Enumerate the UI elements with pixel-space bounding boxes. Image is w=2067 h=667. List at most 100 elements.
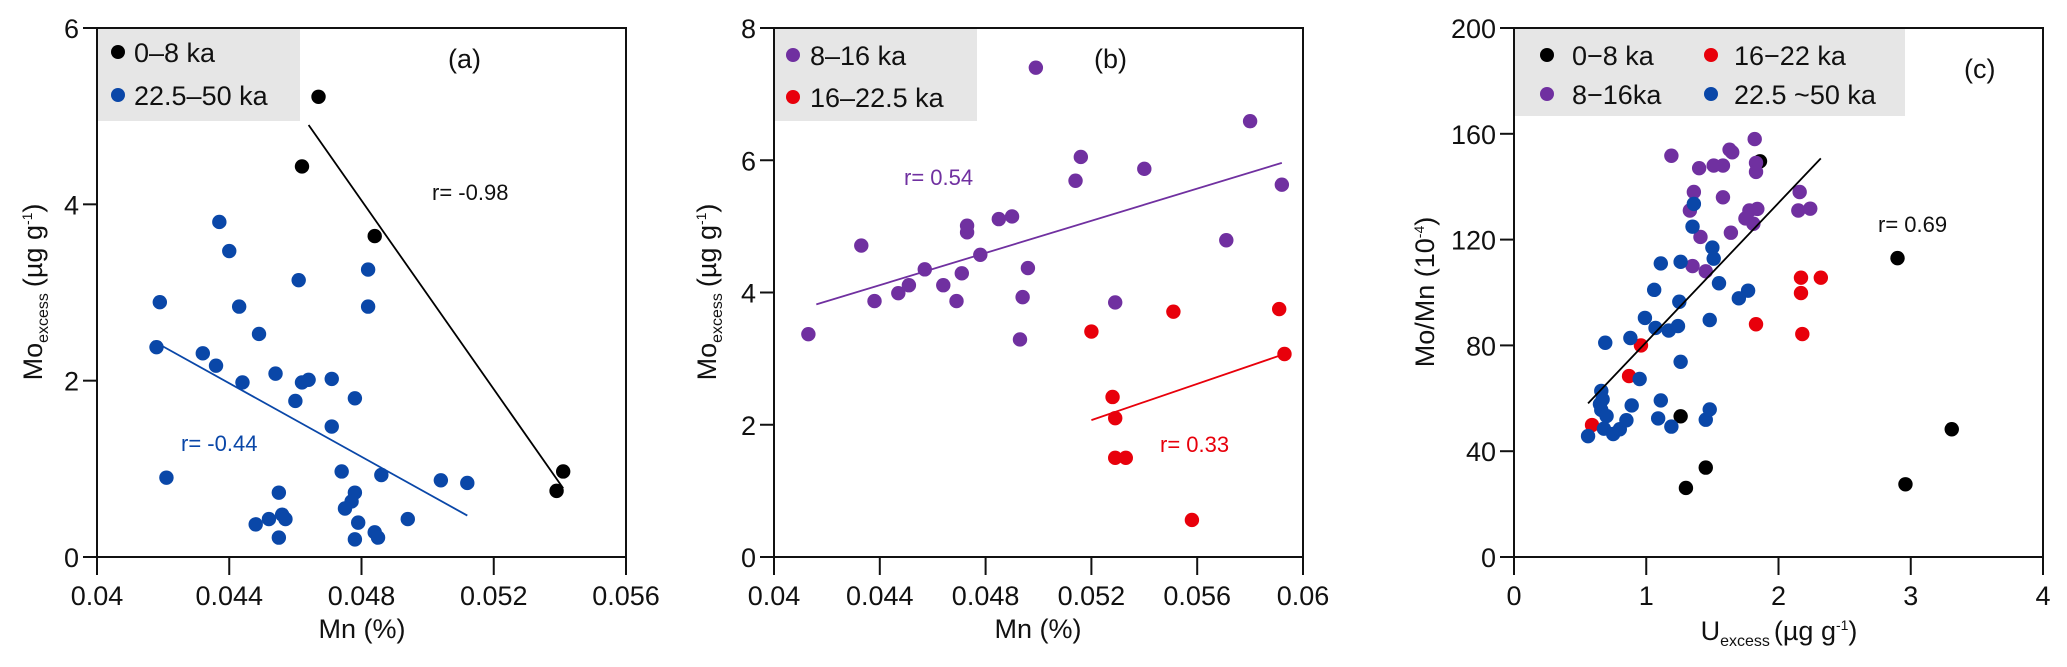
- x-tick-label: 0.04: [748, 581, 801, 611]
- data-point-purple: [1028, 60, 1044, 75]
- data-point-blue: [149, 339, 164, 355]
- y-tick-label: 4: [741, 279, 756, 309]
- data-point-red: [1118, 450, 1133, 466]
- data-point-blue: [271, 530, 287, 545]
- data-point-blue: [347, 391, 363, 406]
- data-point-purple: [1015, 289, 1030, 305]
- y-tick-label: 0: [741, 543, 756, 573]
- data-point-blue: [360, 299, 376, 314]
- fit-label-black: r= 0.69: [1878, 212, 1947, 237]
- legend-label: 0–8 ka: [134, 38, 216, 68]
- data-point-red: [1584, 417, 1600, 433]
- y-tick-label: 2: [741, 411, 756, 441]
- data-point-red: [1166, 304, 1181, 319]
- data-point-blue: [1619, 413, 1634, 428]
- data-point-blue: [460, 475, 475, 491]
- data-point-blue: [324, 371, 339, 387]
- legend-marker-blue: [1704, 87, 1718, 101]
- regression-line: [1091, 353, 1285, 421]
- data-point-blue: [433, 473, 449, 488]
- data-point-blue: [1623, 330, 1638, 346]
- data-point-blue: [278, 511, 293, 527]
- data-point-blue: [1580, 428, 1596, 444]
- x-axis-title: Mn (%): [319, 614, 406, 644]
- y-tick-label: 0: [1481, 543, 1496, 573]
- data-point-blue: [1646, 282, 1662, 298]
- data-point-red: [1633, 338, 1649, 353]
- data-point-blue: [337, 501, 353, 516]
- data-point-blue: [1702, 312, 1717, 328]
- data-point-purple: [1664, 148, 1679, 163]
- x-axis-title: Uexcess (µg g-1): [1701, 616, 1858, 650]
- legend-label: 8–16 ka: [810, 41, 907, 71]
- data-point-blue: [251, 326, 267, 342]
- y-tick-label: 6: [64, 14, 79, 44]
- data-point-red: [1748, 317, 1764, 332]
- data-point-blue: [288, 393, 303, 409]
- legend-marker-blue: [111, 88, 125, 102]
- data-point-blue: [159, 470, 174, 485]
- fit-label-black: r= -0.98: [432, 180, 508, 205]
- legend-box: [1515, 29, 1905, 116]
- data-point-purple: [901, 278, 917, 293]
- data-point-purple: [891, 285, 906, 301]
- data-point-black: [549, 483, 564, 499]
- data-point-purple: [1691, 160, 1707, 176]
- data-point-blue: [1599, 408, 1614, 424]
- legend-label: 0−8 ka: [1572, 41, 1655, 71]
- data-point-red: [1108, 450, 1123, 466]
- x-tick-label: 4: [2035, 581, 2050, 611]
- x-tick-label: 0.052: [460, 581, 528, 611]
- data-point-purple: [1219, 233, 1234, 248]
- y-tick-label: 4: [64, 190, 79, 220]
- x-tick-label: 2: [1771, 581, 1786, 611]
- data-point-purple: [991, 211, 1007, 227]
- data-point-blue: [195, 346, 210, 361]
- panel-label: (c): [1964, 54, 1995, 84]
- data-point-blue: [1673, 354, 1688, 369]
- data-point-blue: [1686, 196, 1702, 212]
- data-point-purple: [1108, 295, 1123, 310]
- data-point-black: [1944, 422, 1959, 437]
- data-point-blue: [370, 530, 386, 545]
- data-point-purple: [1750, 201, 1765, 217]
- fit-label-red: r= 0.33: [1160, 432, 1229, 457]
- data-point-blue: [261, 511, 277, 527]
- data-point-black: [1890, 250, 1905, 266]
- data-point-red: [1184, 512, 1200, 528]
- legend-label: 22.5 ~50 ka: [1734, 80, 1877, 110]
- data-point-purple: [801, 326, 816, 342]
- data-point-black: [1673, 409, 1688, 424]
- y-tick-label: 80: [1466, 331, 1496, 361]
- x-axis-title: Mn (%): [995, 614, 1082, 644]
- legend-marker-black: [111, 45, 125, 59]
- data-point-red: [1793, 285, 1809, 301]
- data-point-red: [1277, 346, 1292, 362]
- panel-a: 0.04 0.044 0.048 0.052 0.056 0 2 4 6 (a) r= -0.9…: [18, 14, 660, 644]
- x-tick-label: 0.052: [1058, 581, 1126, 611]
- data-point-blue: [152, 294, 168, 310]
- data-point-purple: [949, 293, 964, 309]
- x-tick-label: 0.056: [592, 581, 660, 611]
- data-point-blue: [1702, 402, 1717, 417]
- y-tick-label: 200: [1451, 14, 1496, 44]
- data-point-blue: [1673, 254, 1688, 270]
- legend-label: 16−22 ka: [1734, 41, 1847, 71]
- data-point-purple: [1747, 131, 1762, 147]
- data-point-purple: [1698, 264, 1713, 279]
- legend-marker-purple: [786, 48, 800, 62]
- data-point-blue: [212, 214, 227, 230]
- x-tick-label: 0.056: [1163, 581, 1231, 611]
- panel-label: (a): [448, 44, 481, 74]
- data-point-blue: [334, 464, 349, 479]
- x-tick-label: 0.048: [328, 581, 396, 611]
- data-point-blue: [1731, 291, 1747, 306]
- data-point-blue: [1653, 256, 1668, 271]
- legend-box: [98, 29, 300, 121]
- legend: 0−8 ka 16−22 ka 8−16ka 22.5 ~50 ka: [1540, 41, 1877, 110]
- x-tick-label: 0.06: [1277, 581, 1330, 611]
- regression-line: [816, 162, 1283, 306]
- y-axis-title: Moexcess(µg g-1): [18, 204, 52, 381]
- data-point-purple: [1803, 201, 1818, 216]
- data-point-black: [367, 228, 382, 244]
